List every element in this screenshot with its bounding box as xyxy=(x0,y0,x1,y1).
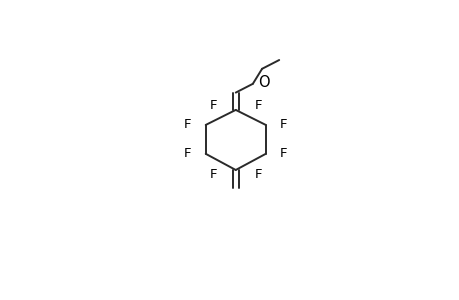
Text: F: F xyxy=(280,118,287,131)
Text: O: O xyxy=(257,75,269,90)
Text: F: F xyxy=(209,99,216,112)
Text: F: F xyxy=(254,168,262,181)
Text: F: F xyxy=(184,147,191,160)
Text: F: F xyxy=(280,147,287,160)
Text: F: F xyxy=(209,168,216,181)
Text: F: F xyxy=(184,118,191,131)
Text: F: F xyxy=(254,99,262,112)
